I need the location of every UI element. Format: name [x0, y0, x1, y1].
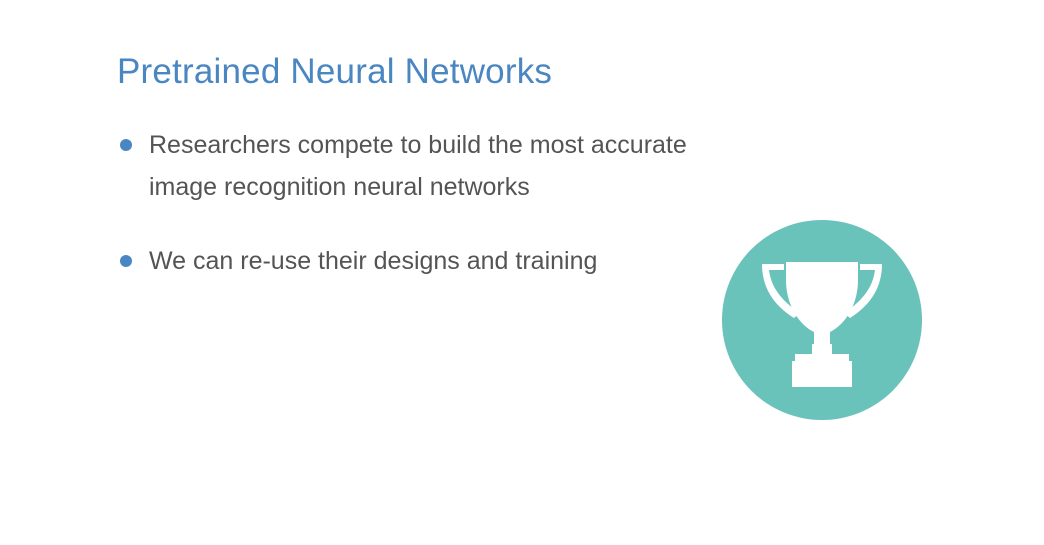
bullet-text: Researchers compete to build the most ac… — [149, 131, 687, 201]
slide-title: Pretrained Neural Networks — [117, 52, 553, 91]
bullet-dot-icon — [120, 139, 132, 151]
bullet-item: We can re-use their designs and training — [117, 240, 717, 282]
trophy-badge — [722, 220, 922, 420]
bullet-text: We can re-use their designs and training — [149, 247, 598, 275]
bullet-item: Researchers compete to build the most ac… — [117, 124, 717, 208]
trophy-icon — [762, 262, 882, 387]
bullet-dot-icon — [120, 255, 132, 267]
bullet-list: Researchers compete to build the most ac… — [117, 124, 717, 282]
